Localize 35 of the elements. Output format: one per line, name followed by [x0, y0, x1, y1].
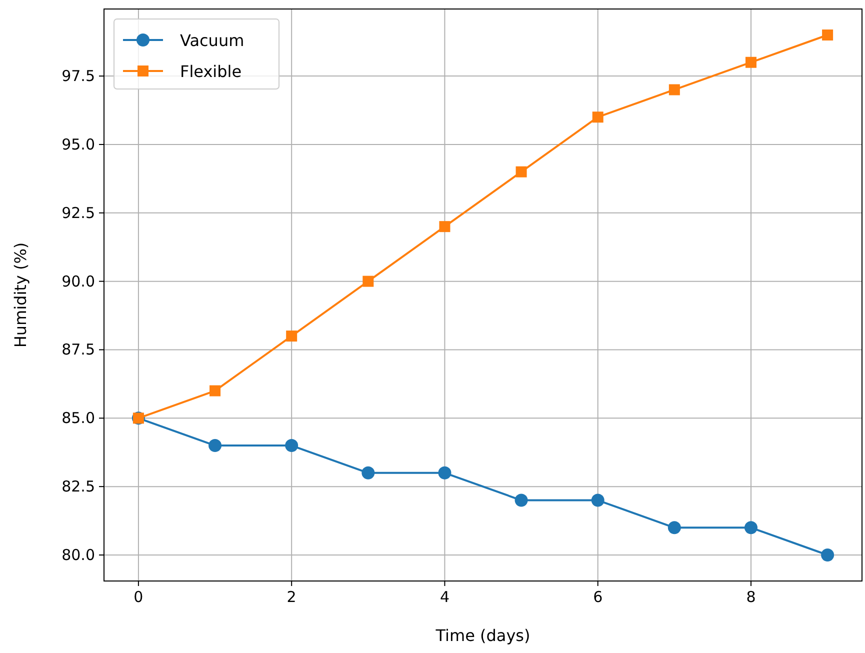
y-tick-label: 97.5: [62, 67, 95, 86]
point: [745, 56, 756, 68]
point: [362, 276, 374, 287]
x-tick-label: 2: [286, 588, 296, 606]
y-axis-title: Humidity (%): [11, 242, 30, 348]
y-tick-label: 92.5: [62, 204, 95, 222]
x-tick-label: 4: [440, 588, 450, 606]
y-tick-label: 85.0: [62, 409, 95, 428]
point: [592, 112, 604, 123]
x-tick-label: 8: [746, 588, 756, 606]
point: [744, 521, 758, 534]
point: [668, 84, 680, 96]
y-tick-label: 90.0: [62, 272, 95, 290]
legend-label: Flexible: [180, 62, 242, 81]
point: [514, 494, 528, 507]
point: [285, 439, 298, 452]
point: [438, 466, 452, 480]
point: [668, 521, 681, 534]
y-tick-label: 95.0: [62, 135, 95, 154]
y-tick-label: 82.5: [62, 478, 95, 496]
point: [516, 166, 527, 178]
point: [208, 439, 222, 452]
x-axis-title: Time (days): [434, 626, 530, 645]
legend-label: Vacuum: [180, 31, 244, 50]
point: [362, 466, 375, 480]
point: [821, 548, 834, 562]
point: [210, 385, 221, 396]
x-tick-label: 6: [593, 588, 603, 606]
point: [591, 494, 604, 507]
y-tick-label: 87.5: [62, 340, 95, 359]
point: [439, 221, 450, 232]
y-tick-label: 80.0: [62, 546, 95, 564]
x-tick-label: 0: [134, 588, 144, 606]
point: [822, 30, 834, 40]
point: [286, 330, 298, 342]
